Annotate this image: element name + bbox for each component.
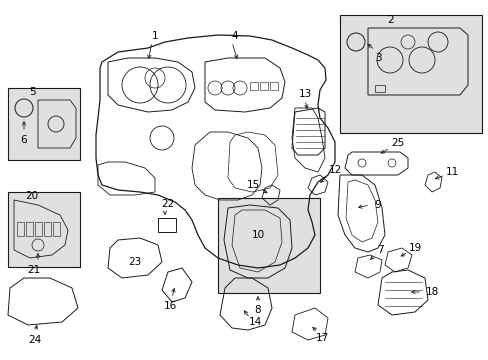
- Text: 19: 19: [407, 243, 421, 253]
- Text: 23: 23: [128, 257, 142, 267]
- Bar: [158, 218, 176, 232]
- Text: 15: 15: [246, 180, 259, 190]
- Text: 20: 20: [25, 191, 39, 201]
- Bar: [260, 82, 267, 90]
- Text: 2: 2: [387, 15, 393, 25]
- Text: 21: 21: [27, 265, 41, 275]
- Bar: [44, 222, 51, 236]
- Text: 4: 4: [231, 31, 238, 41]
- Bar: [374, 85, 384, 92]
- Text: 11: 11: [445, 167, 458, 177]
- Text: 18: 18: [425, 287, 438, 297]
- Text: 25: 25: [390, 138, 404, 148]
- Bar: [26, 222, 33, 236]
- Text: 14: 14: [248, 317, 261, 327]
- Text: 7: 7: [376, 245, 383, 255]
- Bar: [218, 198, 319, 293]
- Bar: [8, 192, 80, 267]
- Bar: [339, 15, 481, 133]
- Text: 6: 6: [20, 135, 27, 145]
- Bar: [35, 222, 42, 236]
- Text: 9: 9: [374, 200, 381, 210]
- Text: 22: 22: [161, 199, 174, 209]
- Text: 16: 16: [163, 301, 176, 311]
- Bar: [269, 82, 278, 90]
- Bar: [17, 222, 24, 236]
- Text: 24: 24: [28, 335, 41, 345]
- Bar: [8, 88, 80, 160]
- Text: 8: 8: [254, 305, 261, 315]
- Text: 5: 5: [29, 87, 35, 97]
- Text: 12: 12: [328, 165, 341, 175]
- Bar: [53, 222, 60, 236]
- Text: 10: 10: [251, 230, 264, 240]
- Text: 1: 1: [151, 31, 158, 41]
- Bar: [249, 82, 258, 90]
- Text: 17: 17: [315, 333, 328, 343]
- Text: 13: 13: [298, 89, 311, 99]
- Text: 3: 3: [374, 53, 381, 63]
